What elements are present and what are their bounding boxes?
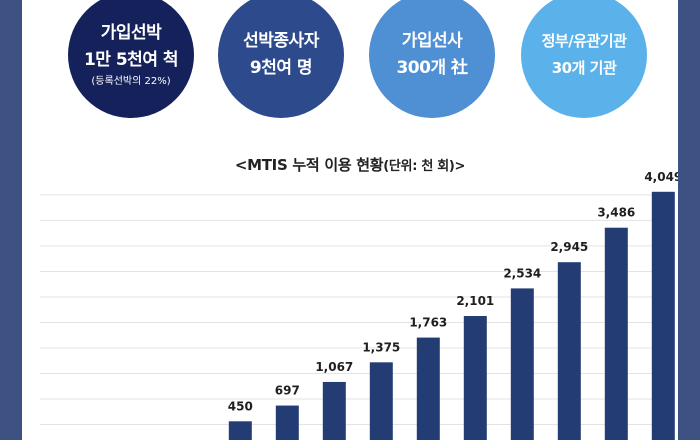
- chart-title: <MTIS 누적 이용 현황(단위: 천 회)>: [22, 154, 678, 175]
- stat-ships-title: 가입선박: [100, 23, 162, 43]
- bar-chart: 450 697 1,067 1,375 1,763 2,101 2,534 2,945 3,48…: [40, 170, 678, 440]
- stat-circle-ships: 가입선박 1만 5천여 척 (등록선박의 22%): [68, 0, 194, 118]
- bar: [369, 362, 393, 440]
- stat-ships-value: 1만 5천여 척: [83, 50, 179, 70]
- bar-value-label: 1,067: [315, 360, 353, 374]
- bar-value-label: 2,534: [503, 266, 541, 280]
- bar: [557, 262, 581, 440]
- bar: [510, 288, 534, 440]
- bar: [651, 191, 675, 440]
- stat-agencies-value: 30개 기관: [551, 59, 617, 77]
- stat-circle-crew: 선박종사자 9천여 명: [218, 0, 344, 118]
- chart-title-text: <MTIS 누적 이용 현황: [234, 156, 384, 174]
- stat-crew-title: 선박종사자: [243, 31, 319, 51]
- infographic-panel: 가입선박 1만 5천여 척 (등록선박의 22%) 선박종사자 9천여 명 가입…: [22, 0, 678, 440]
- bar-value-label: 697: [275, 384, 300, 398]
- stat-crew-value: 9천여 명: [249, 58, 313, 78]
- chart-unit-label: (단위: 천 회)>: [383, 159, 466, 174]
- bar: [604, 227, 628, 440]
- bar: [416, 337, 440, 440]
- bar-value-label: 2,101: [456, 294, 494, 308]
- stat-ships-note: (등록선박의 22%): [91, 76, 171, 87]
- stat-circle-agencies: 정부/유관기관 30개 기관: [521, 0, 647, 118]
- bar-value-label: 1,375: [362, 340, 400, 354]
- bar-value-label: 1,763: [409, 316, 447, 330]
- stat-agencies-title: 정부/유관기관: [541, 32, 627, 50]
- stat-companies-value: 300개 社: [396, 58, 468, 78]
- bar: [463, 316, 487, 440]
- stat-circle-companies: 가입선사 300개 社: [369, 0, 495, 118]
- bar: [275, 405, 299, 440]
- bar: [322, 381, 346, 440]
- bar-value-label: 3,486: [597, 206, 635, 220]
- bar-value-label: 4,049: [644, 170, 678, 184]
- bar-value-label: 2,945: [550, 240, 588, 254]
- stat-companies-title: 가입선사: [401, 31, 463, 51]
- bar-value-label: 450: [228, 399, 253, 413]
- bar: [228, 421, 252, 440]
